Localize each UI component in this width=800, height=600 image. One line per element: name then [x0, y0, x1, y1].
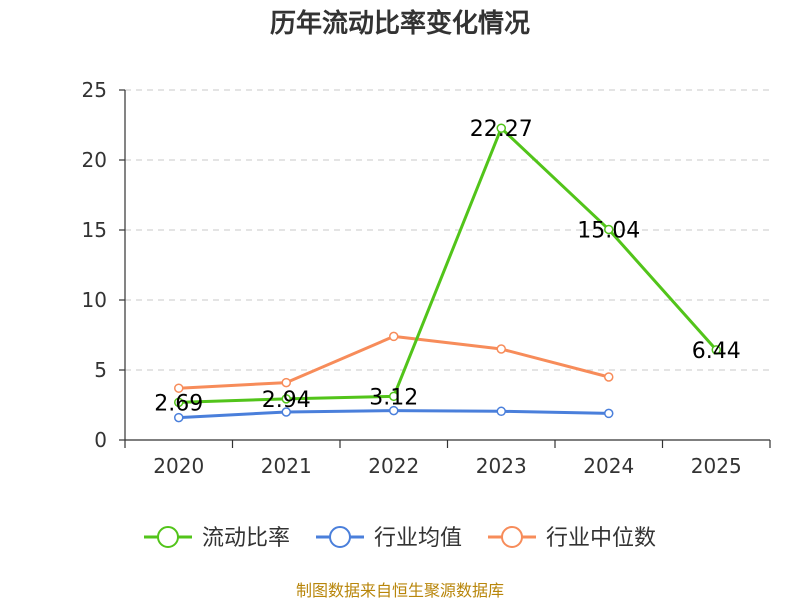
data-point-s3-2020: [174, 383, 184, 393]
x-tick-label-2020: 2020: [153, 454, 204, 478]
data-point-s2-2023: [496, 406, 506, 417]
data-point-s2-2024: [604, 408, 614, 419]
y-tick-label-10: 10: [82, 288, 107, 312]
data-point-s2-2020: [174, 412, 184, 423]
data-point-s3-2023: [496, 344, 506, 354]
y-tick-label-0: 0: [94, 428, 107, 452]
data-point-s1-2024: [604, 224, 614, 235]
x-tick-label-2022: 2022: [368, 454, 419, 478]
data-point-s1-2022: [389, 391, 399, 402]
x-tick-label-2024: 2024: [583, 454, 634, 478]
x-tick-label-2023: 2023: [476, 454, 527, 478]
data-point-s1-2023: [496, 123, 506, 133]
y-tick-label-20: 20: [82, 148, 107, 172]
data-point-s1-2020: [174, 397, 184, 408]
data-labels: 2.69 2.94 3.12 22.27 15.04 6.44: [154, 117, 740, 416]
data-label-2025: 6.44: [692, 339, 741, 364]
x-tick-label-2021: 2021: [261, 454, 312, 478]
legend-item-3[interactable]: 行业中位数: [488, 526, 656, 551]
data-point-s1-2021: [281, 394, 291, 404]
data-label-2020: 2.69: [154, 391, 203, 416]
legend-label-2: 行业均值: [374, 526, 462, 551]
y-tick-label-5: 5: [94, 358, 107, 382]
legend-item-2[interactable]: 行业均值: [316, 526, 462, 551]
data-point-s2-2021: [281, 407, 291, 417]
data-label-2023: 22.27: [470, 117, 533, 142]
grid-lines: [125, 89, 770, 371]
data-point-s3-2022: [389, 331, 399, 342]
y-tick-label-25: 25: [82, 78, 107, 102]
legend-marker-1: [157, 526, 179, 548]
data-label-2022: 3.12: [369, 385, 418, 410]
series-line-1: [178, 126, 718, 404]
data-label-2021: 2.94: [262, 388, 311, 413]
x-tick-label-2025: 2025: [691, 454, 742, 478]
series-line-3: [178, 334, 610, 390]
y-tick-label-15: 15: [82, 218, 107, 242]
legend-label-1: 流动比率: [202, 526, 290, 551]
data-point-s3-2024: [604, 372, 614, 382]
chart-title: 历年流动比率变化情况: [270, 8, 530, 39]
legend[interactable]: 流动比率 行业均值 行业中位数: [144, 526, 656, 551]
legend-item-1[interactable]: 流动比率: [144, 526, 290, 551]
legend-marker-3: [501, 526, 523, 548]
series-group: [174, 123, 721, 423]
legend-marker-2: [329, 526, 351, 548]
data-point-s2-2022: [389, 405, 399, 416]
data-point-s1-2025: [711, 345, 721, 355]
legend-label-3: 行业中位数: [546, 526, 656, 551]
source-note: 制图数据来自恒生聚源数据库: [296, 581, 504, 600]
data-point-s3-2021: [281, 377, 291, 388]
data-label-2024: 15.04: [577, 218, 640, 243]
